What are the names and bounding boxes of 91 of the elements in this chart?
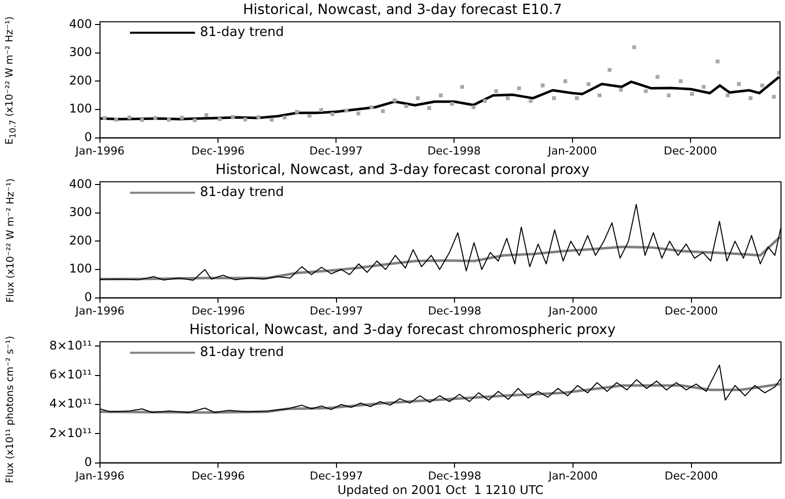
legend-label: 81-day trend — [200, 185, 284, 200]
point — [702, 84, 706, 89]
point — [140, 118, 144, 122]
y-tick-label: 0 — [84, 454, 92, 469]
chart-title: Historical, Nowcast, and 3-day forecast E10.7 — [243, 2, 562, 18]
point — [218, 117, 222, 122]
point — [666, 93, 671, 98]
point — [737, 82, 741, 86]
point — [404, 104, 408, 108]
point — [772, 94, 776, 99]
point — [760, 84, 764, 88]
point — [726, 93, 730, 98]
point — [282, 116, 287, 120]
point — [330, 112, 334, 116]
point — [540, 84, 545, 88]
y-tick-label: 6×10¹¹ — [49, 367, 92, 382]
point — [392, 98, 396, 102]
y-axis-title: Flux (x10⁻²² W m⁻² Hz⁻¹) — [6, 178, 16, 302]
y-tick-label: 400 — [69, 16, 92, 31]
y-tick-label: 400 — [69, 176, 92, 191]
x-tick-label: Jan-2000 — [546, 144, 597, 158]
point — [482, 99, 487, 103]
y-tick-label: 300 — [69, 205, 92, 220]
y-tick-label: 0 — [84, 130, 92, 144]
y-tick-label: 300 — [69, 45, 92, 60]
x-tick-label: Jan-2000 — [548, 304, 598, 318]
point — [243, 117, 248, 122]
point — [716, 59, 720, 64]
chart-title: Historical, Nowcast, and 3-day forecast chromospheric proxy — [189, 322, 616, 338]
x-tick-label: Dec-1998 — [428, 304, 482, 318]
point — [295, 110, 299, 114]
point — [517, 86, 521, 90]
y-tick-label: 8×10¹¹ — [49, 338, 92, 352]
y-tick-label: 200 — [69, 233, 92, 248]
point — [460, 84, 464, 89]
point — [204, 113, 208, 118]
text: Updated on 2001 Oct 1 1210 UTC — [338, 483, 544, 498]
legend-label: 81-day trend — [200, 345, 284, 360]
x-tick-label: Jan-2000 — [548, 469, 598, 482]
x-tick-label: Dec-1997 — [309, 144, 363, 158]
x-tick-label: Dec-2000 — [664, 144, 718, 158]
x-tick-label: Dec-1998 — [427, 144, 481, 158]
point — [528, 99, 533, 103]
point — [598, 93, 602, 98]
point — [308, 114, 312, 118]
point — [748, 96, 752, 100]
x-tick-label: Dec-1996 — [192, 469, 245, 482]
y-tick-label: 100 — [69, 102, 92, 116]
chart-title: Historical, Nowcast, and 3-day forecast coronal proxy — [215, 162, 590, 178]
legend-label: 81-day trend — [200, 25, 284, 40]
x-tick-label: Dec-1997 — [310, 469, 364, 482]
y-tick-label: 2×10¹¹ — [49, 426, 92, 440]
point — [153, 116, 158, 120]
point — [656, 75, 660, 79]
point — [319, 108, 324, 112]
point — [128, 116, 132, 120]
y-tick-label: 0 — [84, 290, 92, 304]
point — [381, 109, 385, 114]
point — [230, 114, 235, 119]
y-axis-title: Flux (x10¹¹ photons cm⁻² s⁻¹) — [6, 336, 17, 484]
point — [552, 96, 556, 100]
point — [608, 68, 612, 72]
x-tick-label: Dec-1998 — [428, 469, 482, 482]
x-tick-label: Jan-1996 — [74, 469, 124, 482]
point — [256, 115, 260, 120]
point — [450, 102, 454, 106]
x-tick-label: Jan-1996 — [74, 144, 124, 158]
x-tick-label: Dec-2000 — [664, 469, 718, 482]
point — [356, 112, 360, 116]
point — [619, 88, 623, 92]
point — [102, 116, 106, 120]
y-tick-label: 100 — [69, 262, 92, 276]
y-tick-label: 4×10¹¹ — [49, 396, 92, 411]
point — [575, 96, 579, 100]
point — [427, 106, 432, 110]
x-tick-label: Dec-1996 — [191, 144, 245, 158]
point — [370, 105, 374, 110]
point — [166, 118, 171, 122]
x-tick-label: Dec-1997 — [310, 304, 364, 318]
x-tick-label: Dec-1996 — [192, 304, 245, 318]
point — [438, 93, 443, 98]
point — [416, 96, 420, 100]
point — [344, 108, 348, 113]
point — [472, 105, 476, 110]
y-tick-label: 200 — [69, 73, 92, 88]
point — [494, 89, 498, 94]
point — [586, 82, 590, 86]
x-tick-label: Dec-2000 — [664, 304, 718, 318]
point — [690, 92, 694, 96]
x-tick-label: Jan-1996 — [74, 304, 124, 318]
point — [644, 89, 648, 94]
